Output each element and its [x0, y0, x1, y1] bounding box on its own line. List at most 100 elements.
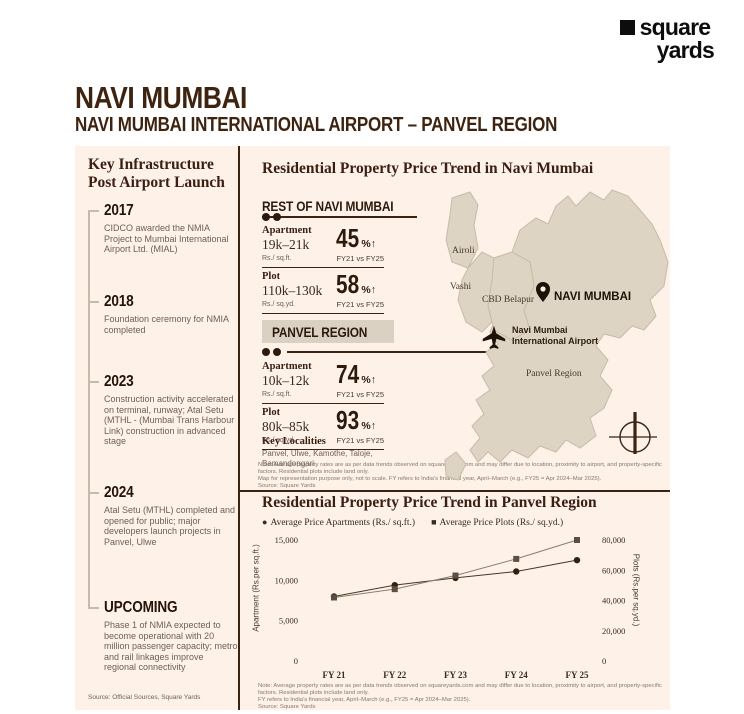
timeline-item: UPCOMING Phase 1 of NMIA expected to bec… — [104, 599, 238, 673]
timeline-spine — [88, 210, 90, 608]
map-label-vashi: Vashi — [450, 282, 471, 292]
timeline-source: Source: Official Sources, Square Yards — [88, 694, 201, 701]
timeline-text: Construction activity accelerated on ter… — [104, 394, 235, 446]
stat-range: 19k–21k — [262, 237, 310, 252]
timeline-tick — [88, 301, 99, 303]
timeline-item: 2018 Foundation ceremony for NMIA comple… — [104, 293, 238, 335]
timeline-tick — [88, 492, 99, 494]
airplane-icon — [482, 325, 506, 349]
left-axis-label: Apartment (Rs.per sq.ft.) — [251, 544, 261, 632]
stat-caption: FY21 vs FY25 — [336, 390, 384, 399]
stat-unit: Rs./ sq.yd. — [262, 437, 296, 444]
stat-range: 110k–130k — [262, 283, 323, 298]
rest-group-heading: REST OF NAVI MUMBAI — [262, 198, 417, 218]
airport-label-line1: Navi Mumbai — [512, 325, 568, 335]
stat-type: Apartment — [262, 225, 312, 236]
timeline-item: 2017 CIDCO awarded the NMIA Project to M… — [104, 202, 238, 255]
compass-icon — [609, 412, 657, 454]
key-localities-label: Key Localities — [262, 436, 326, 447]
legend-item: ■ Average Price Plots (Rs./ sq.yd.) — [431, 517, 564, 528]
timeline-year: UPCOMING — [104, 599, 178, 616]
svg-text:FY 24: FY 24 — [505, 670, 528, 680]
stat-type: Apartment — [262, 361, 312, 372]
stat-percent: 93 — [336, 405, 360, 435]
page-title: NAVI MUMBAI — [75, 80, 247, 115]
stat-range: 10k–12k — [262, 373, 310, 388]
stat-unit: Rs./ sq.ft. — [262, 255, 292, 262]
stat-percent: 45 — [336, 223, 360, 253]
timeline-year: 2017 — [104, 202, 134, 219]
map-label-city: NAVI MUMBAI — [554, 291, 631, 303]
timeline-text: Foundation ceremony for NMIA completed — [104, 314, 229, 335]
bullet-icon — [262, 348, 270, 356]
key-localities-list: Panvel, Ulwe, Kamothe, Taloje, Bamandong… — [262, 449, 373, 468]
stat-caption: FY21 vs FY25 — [336, 436, 384, 445]
stat-row: Apartment 19k–21k Rs./ sq.ft. 45 %↑ FY21 … — [262, 222, 384, 268]
svg-text:15,000: 15,000 — [275, 535, 298, 545]
stat-row: Plot 110k–130k Rs./ sq.yd. 58 %↑ FY21 vs … — [262, 268, 384, 314]
stat-range: 80k–85k — [262, 419, 310, 434]
map-label-panvel-region: Panvel Region — [526, 369, 582, 379]
legend-item: ● Average Price Apartments (Rs./ sq.ft.) — [262, 517, 416, 528]
map-leader-line — [287, 351, 534, 353]
stat-unit: Rs./ sq.ft. — [262, 391, 292, 398]
svg-text:0: 0 — [602, 656, 606, 666]
airport-label-line2: International Airport — [512, 336, 598, 346]
map-region-airoli — [445, 191, 479, 269]
map-region-island — [444, 451, 467, 481]
rest-stat-table: Apartment 19k–21k Rs./ sq.ft. 45 %↑ FY21 … — [262, 222, 384, 314]
svg-text:0: 0 — [294, 656, 298, 666]
stat-unit: Rs./ sq.yd. — [262, 301, 296, 308]
square-marker-icon: ■ — [431, 517, 437, 527]
bullet-icon — [273, 348, 281, 356]
vertical-divider — [238, 146, 240, 710]
svg-text:80,000: 80,000 — [602, 535, 625, 545]
stat-percent: 58 — [336, 269, 360, 299]
timeline-text: Atal Setu (MTHL) completed and opened fo… — [104, 505, 236, 547]
svg-text:FY 25: FY 25 — [566, 670, 589, 680]
panvel-group-heading: PANVEL REGION — [262, 320, 395, 343]
svg-text:20,000: 20,000 — [602, 626, 625, 636]
circle-marker-icon: ● — [262, 517, 268, 527]
svg-text:10,000: 10,000 — [275, 575, 298, 585]
up-arrow-icon: %↑ — [361, 238, 376, 250]
right-axis-label: Plots (Rs.per sq.yd.) — [631, 553, 641, 627]
trend-chart: 0 5,000 10,000 15,000 0 20,000 40,000 60,000 80,… — [275, 535, 626, 680]
stat-percent: 74 — [336, 359, 360, 389]
timeline-tick — [88, 381, 99, 383]
chart-title: Residential Property Price Trend in Panv… — [262, 494, 597, 511]
timeline-text: CIDCO awarded the NMIA Project to Mumbai… — [104, 223, 229, 254]
svg-text:40,000: 40,000 — [602, 596, 625, 606]
timeline-item: 2023 Construction activity accelerated o… — [104, 373, 238, 447]
timeline-text: Phase 1 of NMIA expected to become opera… — [104, 620, 238, 672]
navi-trend-title: Residential Property Price Trend in Navi… — [262, 160, 594, 177]
logo-text-line2: yards — [656, 37, 715, 64]
panvel-stat-table: Apartment 10k–12k Rs./ sq.ft. 74 %↑ FY21 … — [262, 358, 384, 450]
timeline-year: 2018 — [104, 293, 134, 310]
timeline-tick — [88, 607, 99, 609]
chart-legend: ● Average Price Apartments (Rs./ sq.ft.) … — [262, 517, 563, 528]
stat-caption: FY21 vs FY25 — [336, 300, 384, 309]
up-arrow-icon: %↑ — [361, 284, 376, 296]
horizontal-divider — [240, 490, 670, 492]
location-pin-icon — [536, 282, 550, 302]
timeline-tick — [88, 210, 99, 212]
svg-text:5,000: 5,000 — [279, 616, 298, 626]
map-label-belapur: CBD Belapur — [482, 295, 535, 305]
rest-group-rule — [287, 216, 345, 218]
up-arrow-icon: %↑ — [361, 374, 376, 386]
svg-text:60,000: 60,000 — [602, 565, 625, 575]
stat-row: Plot 80k–85k Rs./ sq.yd. 93 %↑ FY21 vs FY… — [262, 404, 384, 450]
navi-mumbai-map: Airoli Vashi CBD Belapur NAVI MUMBAI Nav… — [444, 189, 669, 481]
stat-caption: FY21 vs FY25 — [336, 254, 384, 263]
page-subtitle: NAVI MUMBAI INTERNATIONAL AIRPORT – PANV… — [75, 114, 558, 136]
logo-square-icon — [619, 20, 635, 36]
stat-type: Plot — [262, 407, 281, 418]
svg-text:FY 22: FY 22 — [383, 670, 406, 680]
logo-text-line1: square — [639, 14, 711, 40]
stat-type: Plot — [262, 271, 281, 282]
timeline-year: 2024 — [104, 484, 134, 501]
map-region-belapur — [487, 251, 535, 341]
svg-text:FY 23: FY 23 — [444, 670, 467, 680]
